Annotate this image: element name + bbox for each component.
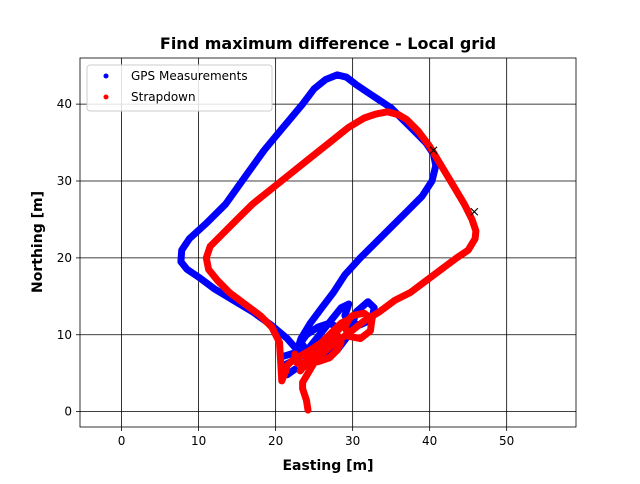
chart-title: Find maximum difference - Local grid <box>160 34 496 53</box>
x-tick-label: 40 <box>422 434 437 448</box>
legend-label-gps: GPS Measurements <box>131 69 248 83</box>
x-tick-label: 20 <box>268 434 283 448</box>
y-tick-label: 40 <box>57 97 72 111</box>
x-tick-label: 10 <box>191 434 206 448</box>
legend-marker-strapdown <box>103 94 109 100</box>
plot-border <box>79 57 577 428</box>
x-tick-label: 30 <box>345 434 360 448</box>
plot-area <box>80 58 576 427</box>
x-marker <box>470 207 479 216</box>
legend-marker-gps <box>103 73 109 79</box>
marker-layer <box>429 146 479 216</box>
x-tick-label: 50 <box>499 434 514 448</box>
x-axis-label: Easting [m] <box>282 458 373 474</box>
y-axis-label: Northing [m] <box>30 191 46 293</box>
series-strapdown <box>202 108 480 414</box>
x-tick-label: 0 <box>118 434 126 448</box>
y-tick-label: 0 <box>64 405 72 419</box>
legend-label-strapdown: Strapdown <box>131 90 196 104</box>
legend: GPS Measurements Strapdown <box>86 64 273 112</box>
legend-box <box>86 64 273 112</box>
axis-ticks: 0 10 20 30 40 50 0 10 20 30 40 <box>57 97 515 448</box>
y-tick-label: 10 <box>57 328 72 342</box>
y-tick-label: 30 <box>57 174 72 188</box>
series-layer <box>177 71 480 414</box>
y-tick-label: 20 <box>57 251 72 265</box>
x-marker <box>429 146 438 155</box>
